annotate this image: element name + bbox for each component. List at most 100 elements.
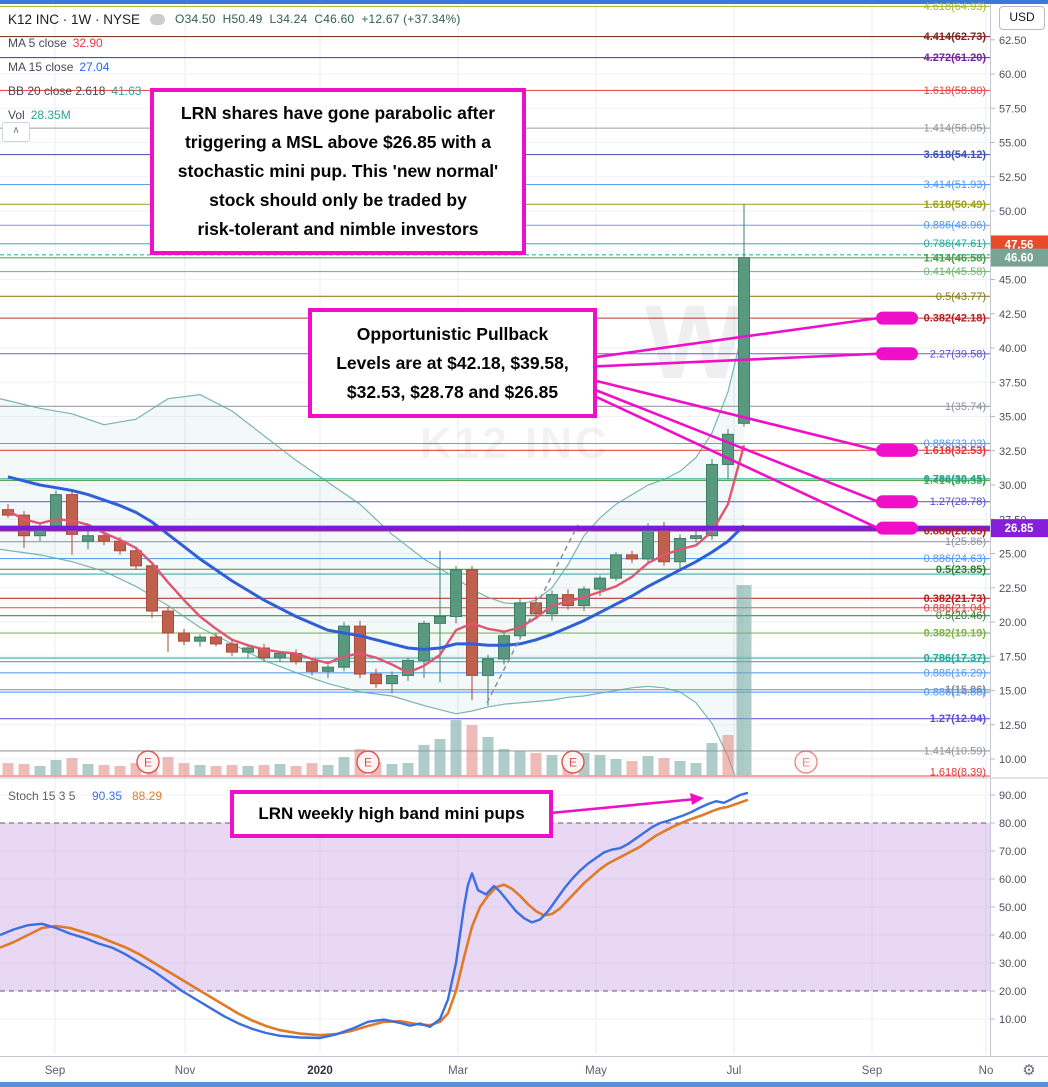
svg-text:60.00: 60.00	[999, 874, 1027, 886]
svg-text:0.5(23.85): 0.5(23.85)	[936, 564, 986, 576]
svg-text:70.00: 70.00	[999, 846, 1027, 858]
change-value: +12.67 (+37.34%)	[361, 12, 461, 26]
svg-text:26.85: 26.85	[1005, 523, 1034, 535]
svg-text:No: No	[979, 1065, 994, 1077]
bb-label: BB 20 close 2.618	[8, 84, 106, 98]
indicator-row-bb[interactable]: BB 20 close 2.618 41.63	[8, 79, 468, 103]
ma15-value: 27.04	[79, 60, 110, 74]
svg-text:0.886(26.65): 0.886(26.65)	[924, 525, 987, 537]
stoch-arrow[interactable]	[539, 793, 704, 816]
volume-bars	[2, 585, 752, 775]
svg-text:15.00: 15.00	[999, 686, 1027, 698]
currency-toggle-button[interactable]: USD	[999, 6, 1045, 30]
bollinger-bands	[0, 325, 745, 775]
pullback-level-pill	[876, 311, 918, 325]
svg-text:32.50: 32.50	[999, 446, 1027, 458]
symbol-row[interactable]: K12 INC · 1W · NYSE O34.50 H50.49 L34.24 C4…	[8, 7, 468, 31]
svg-text:0.414(45.58): 0.414(45.58)	[924, 266, 986, 278]
svg-text:1.27(28.78): 1.27(28.78)	[930, 496, 986, 508]
close-value: C46.60	[314, 12, 355, 26]
svg-text:52.50: 52.50	[999, 172, 1027, 184]
stoch-lines	[0, 791, 749, 1040]
svg-text:1.618(8.39): 1.618(8.39)	[930, 767, 986, 779]
svg-text:17.50: 17.50	[999, 651, 1027, 663]
pullback-level-pill	[876, 443, 918, 457]
pullback-level-pill	[876, 495, 918, 509]
svg-text:37.50: 37.50	[999, 377, 1027, 389]
fib-level-labels: 4.618(64.93) 4.414(62.73) 4.272(61.20) 1.61…	[924, 1, 987, 779]
svg-text:90.00: 90.00	[999, 790, 1027, 802]
pullback-level-pill	[876, 347, 918, 361]
gear-icon[interactable]: ⚙	[1022, 1062, 1036, 1079]
indicator-row-ma5[interactable]: MA 5 close 32.90	[8, 31, 468, 55]
msl-trendline[interactable]	[486, 524, 579, 704]
svg-text:E: E	[802, 756, 810, 770]
svg-text:60.00: 60.00	[999, 69, 1027, 81]
annotation-parabolic-text: LRN shares have gone parabolic after tri…	[177, 103, 499, 239]
annotation-stoch-minipup[interactable]: LRN weekly high band mini pups	[230, 790, 553, 838]
svg-text:10.00: 10.00	[999, 754, 1027, 766]
svg-text:80.00: 80.00	[999, 818, 1027, 830]
ma5-value: 32.90	[72, 36, 103, 50]
pullback-level-pill	[876, 521, 918, 535]
svg-text:20.00: 20.00	[999, 617, 1027, 629]
stoch-legend[interactable]: Stoch 15 3 5 90.35 88.29	[8, 789, 162, 803]
svg-text:3.414(51.93): 3.414(51.93)	[924, 179, 986, 191]
svg-text:0.886(33.03): 0.886(33.03)	[924, 438, 986, 450]
svg-text:35.00: 35.00	[999, 412, 1027, 424]
svg-text:1(35.74): 1(35.74)	[945, 401, 986, 413]
svg-text:47.56: 47.56	[1005, 239, 1034, 251]
svg-text:Sep: Sep	[45, 1065, 65, 1077]
svg-text:0.5(43.77): 0.5(43.77)	[936, 291, 986, 303]
svg-text:42.50: 42.50	[999, 309, 1027, 321]
svg-text:1.618(50.49): 1.618(50.49)	[924, 199, 987, 211]
svg-text:30.00: 30.00	[999, 480, 1027, 492]
svg-text:55.00: 55.00	[999, 138, 1027, 150]
svg-text:57.50: 57.50	[999, 103, 1027, 115]
svg-text:0.5(20.46): 0.5(20.46)	[936, 610, 986, 622]
indicator-row-vol[interactable]: Vol 28.35M	[8, 103, 468, 127]
vol-label: Vol	[8, 108, 25, 122]
svg-text:3.618(54.12): 3.618(54.12)	[924, 149, 987, 161]
svg-text:90.35: 90.35	[92, 789, 122, 803]
annotation-stoch-text: LRN weekly high band mini pups	[258, 804, 525, 823]
pullback-arrows[interactable]	[559, 311, 918, 535]
time-axis[interactable]: Sep Nov 2020 Mar May Jul Sep No	[45, 1065, 994, 1077]
price-axis[interactable]: 62.5060.0057.5055.0052.5050.0047.5045.00…	[990, 35, 1027, 1026]
svg-text:E: E	[364, 756, 372, 770]
svg-text:1.414(46.58): 1.414(46.58)	[924, 252, 987, 264]
legend-collapse-button[interactable]: ∧	[2, 122, 30, 142]
svg-text:10.00: 10.00	[999, 1014, 1027, 1026]
svg-text:0.886(24.63): 0.886(24.63)	[924, 553, 986, 565]
svg-text:50.00: 50.00	[999, 902, 1027, 914]
svg-text:1.618(58.80): 1.618(58.80)	[924, 85, 986, 97]
svg-text:88.29: 88.29	[132, 789, 162, 803]
data-source-icon[interactable]	[150, 13, 166, 25]
low-value: L34.24	[269, 12, 308, 26]
svg-text:20.00: 20.00	[999, 986, 1027, 998]
svg-text:46.60: 46.60	[1005, 253, 1034, 265]
vol-value: 28.35M	[30, 108, 71, 122]
ma15-label: MA 15 close	[8, 60, 74, 74]
indicator-row-ma15[interactable]: MA 15 close 27.04	[8, 55, 468, 79]
svg-text:0.382(42.18): 0.382(42.18)	[924, 313, 987, 325]
svg-text:0.382(21.73): 0.382(21.73)	[924, 593, 987, 605]
svg-text:1(15.06): 1(15.06)	[945, 684, 986, 696]
svg-text:0.886(48.96): 0.886(48.96)	[924, 220, 986, 232]
annotation-pullback-levels[interactable]: Opportunistic Pullback Levels are at $42…	[308, 308, 597, 418]
svg-text:Nov: Nov	[175, 1065, 196, 1077]
svg-text:2020: 2020	[307, 1065, 333, 1077]
high-value: H50.49	[222, 12, 263, 26]
svg-text:1.414(30.33): 1.414(30.33)	[924, 475, 986, 487]
svg-text:1.618(32.53): 1.618(32.53)	[924, 445, 987, 457]
moving-averages	[7, 444, 746, 674]
svg-text:30.00: 30.00	[999, 958, 1027, 970]
svg-text:0.786(30.45): 0.786(30.45)	[924, 473, 987, 485]
annotation-parabolic-note[interactable]: LRN shares have gone parabolic after tri…	[150, 88, 526, 255]
legend: K12 INC · 1W · NYSE O34.50 H50.49 L34.24 C4…	[8, 7, 468, 127]
svg-text:1(25.86): 1(25.86)	[945, 536, 986, 548]
svg-text:Jul: Jul	[727, 1065, 742, 1077]
svg-text:0.382(19.19): 0.382(19.19)	[924, 628, 987, 640]
